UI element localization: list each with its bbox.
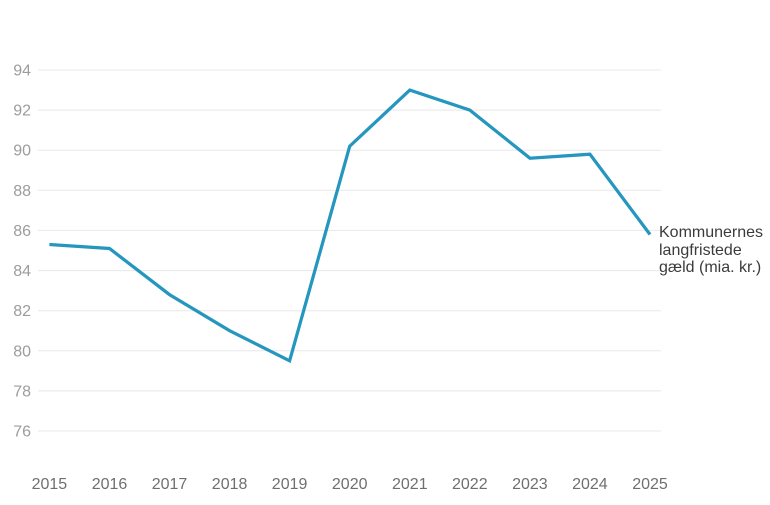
y-tick-label: 82 — [13, 303, 31, 320]
x-tick-label: 2017 — [152, 476, 188, 493]
series-label: Kommunernes langfristede gæld (mia. kr.) — [659, 224, 769, 277]
y-tick-label: 88 — [13, 183, 31, 200]
x-tick-label: 2018 — [212, 476, 248, 493]
x-tick-label: 2020 — [332, 476, 368, 493]
y-tick-label: 86 — [13, 223, 31, 240]
x-tick-label: 2025 — [632, 476, 668, 493]
x-tick-label: 2023 — [512, 476, 548, 493]
series-label-line-2: langfristede — [659, 241, 742, 259]
series-label-line-1: Kommunernes — [659, 224, 764, 241]
y-tick-label: 90 — [13, 143, 31, 160]
y-tick-label: 78 — [13, 383, 31, 400]
series-label-line-3: gæld (mia. kr.) — [659, 259, 762, 276]
x-tick-label: 2024 — [572, 476, 608, 493]
x-tick-label: 2019 — [272, 476, 308, 493]
debt-line — [49, 88, 652, 364]
y-tick-label: 92 — [13, 103, 31, 120]
x-tick-label: 2015 — [32, 476, 68, 493]
x-tick-label: 2022 — [452, 476, 488, 493]
y-tick-label: 94 — [13, 63, 31, 80]
y-tick-label: 76 — [13, 424, 31, 441]
y-tick-label: 84 — [13, 263, 31, 280]
y-tick-label: 80 — [13, 343, 31, 360]
x-tick-label: 2021 — [392, 476, 428, 493]
x-tick-label: 2016 — [92, 476, 128, 493]
